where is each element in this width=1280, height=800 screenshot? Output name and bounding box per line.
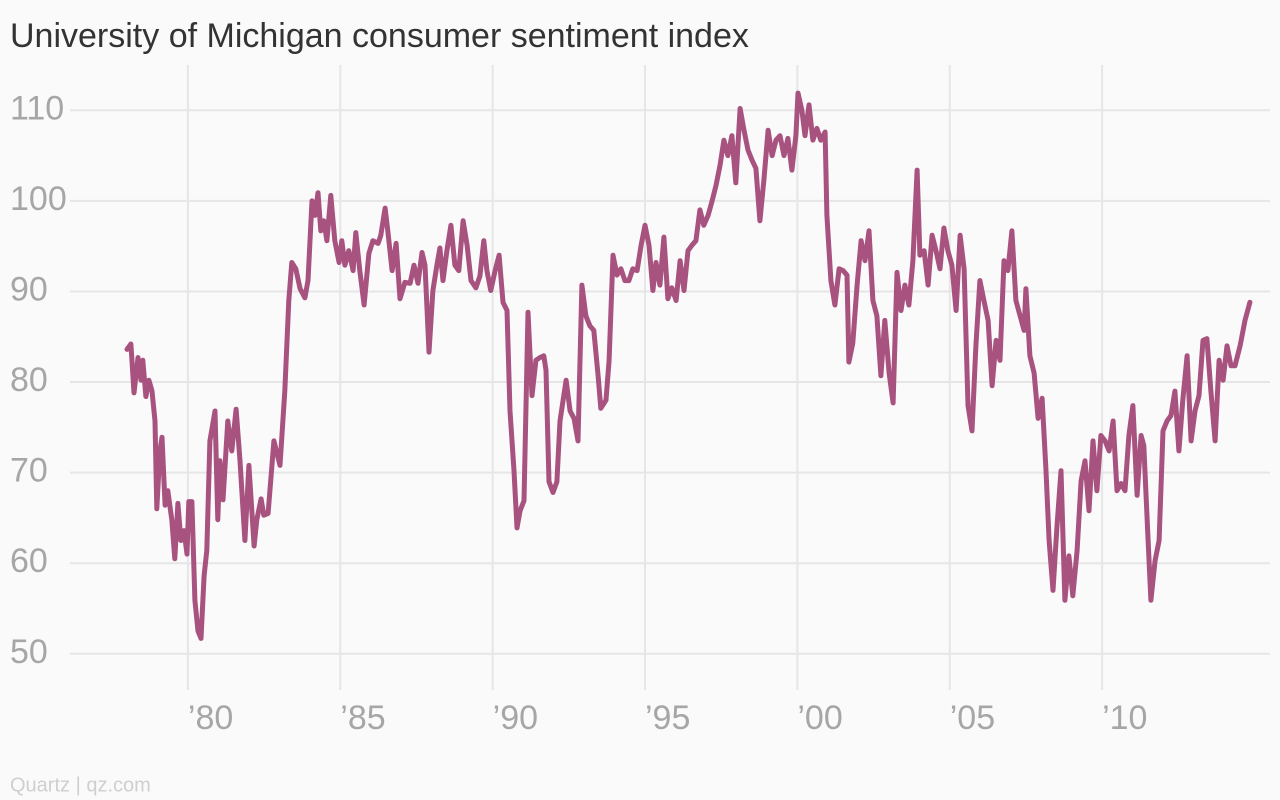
x-tick-label: ’05	[950, 699, 995, 737]
y-tick-label: 80	[10, 361, 48, 399]
x-tick-label: ’10	[1102, 699, 1147, 737]
source-credit: Quartz | qz.com	[10, 774, 151, 796]
y-tick-label: 60	[10, 542, 48, 580]
y-tick-label: 70	[10, 452, 48, 490]
x-tick-label: ’90	[493, 699, 538, 737]
y-tick-label: 110	[10, 89, 64, 127]
x-tick-label: ’95	[645, 699, 690, 737]
y-tick-label: 100	[10, 180, 67, 218]
x-tick-label: ’00	[797, 699, 842, 737]
x-tick-label: ’85	[340, 699, 385, 737]
x-tick-label: ’80	[188, 699, 233, 737]
y-tick-label: 90	[10, 270, 48, 308]
chart-title: University of Michigan consumer sentimen…	[10, 17, 749, 55]
data-line	[124, 90, 1253, 641]
y-tick-label: 50	[10, 633, 48, 671]
